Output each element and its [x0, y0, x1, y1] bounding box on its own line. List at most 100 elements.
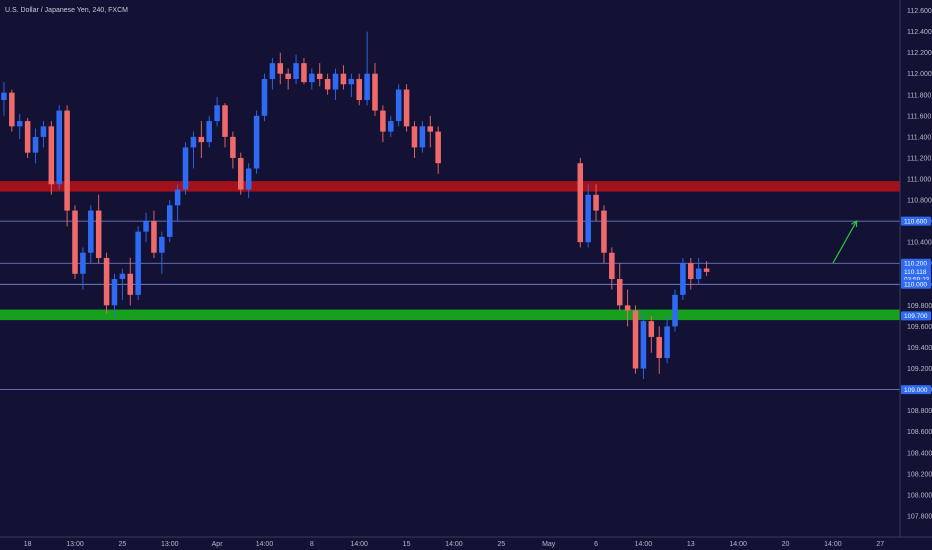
time-tick-label: Apr	[212, 541, 224, 548]
bull-candle	[309, 73, 315, 83]
price-badge-label: 109.000	[904, 387, 928, 394]
time-tick-label: 8	[310, 541, 314, 548]
bear-candle	[435, 131, 441, 164]
price-badge	[901, 216, 931, 226]
bull-candle	[261, 78, 268, 116]
bull-candle	[174, 189, 181, 206]
levels-layer	[0, 220, 900, 390]
bear-candle	[372, 73, 378, 111]
chart-title: U.S. Dollar / Japanese Yen, 240, FXCM	[5, 7, 128, 14]
trend-arrow-head	[851, 220, 858, 228]
bull-candle	[143, 221, 149, 232]
price-tick-label: 110.800	[907, 198, 932, 205]
bear-candle	[632, 310, 639, 369]
time-tick-label: 14:00	[256, 541, 274, 548]
bull-candle	[166, 205, 173, 237]
bear-candle	[222, 105, 228, 137]
bear-candle	[24, 121, 31, 153]
time-tick-label: 14:00	[445, 541, 463, 548]
bear-candle	[238, 157, 244, 190]
bull-candle	[395, 89, 402, 122]
time-tick-label: 14:00	[350, 541, 368, 548]
price-tick-label: 109.800	[907, 303, 932, 310]
bull-candle	[364, 73, 370, 101]
price-badge-label: 110.000	[904, 282, 927, 289]
zones-layer	[0, 181, 900, 321]
bear-candle	[277, 63, 284, 74]
price-badge	[901, 267, 931, 277]
bull-candle	[88, 210, 94, 253]
bull-candle	[245, 168, 252, 190]
price-tick-label: 111.600	[907, 113, 931, 120]
price-tick-label: 108.200	[907, 471, 932, 478]
bull-candle	[695, 268, 702, 280]
price-tick-label: 109.600	[907, 324, 932, 331]
price-badge-label: 110.600	[904, 218, 927, 225]
bear-candle	[703, 268, 710, 272]
bull-candle	[388, 121, 394, 132]
price-badge	[901, 258, 931, 268]
bear-candle	[656, 336, 662, 358]
price-badge	[901, 311, 931, 321]
time-tick-label: 15	[403, 541, 411, 548]
bear-candle	[427, 126, 434, 132]
price-badge-label: 110.118	[904, 269, 927, 276]
bear-candle	[601, 210, 607, 253]
bear-candle	[340, 73, 347, 85]
bear-candle	[356, 78, 362, 101]
arrow-layer	[832, 220, 858, 264]
bull-candle	[40, 126, 47, 137]
time-tick-label: 25	[497, 541, 505, 548]
bear-candle	[648, 321, 655, 337]
bull-candle	[119, 273, 126, 280]
time-tick-label: 13:00	[66, 541, 84, 548]
bull-candle	[135, 231, 141, 295]
time-axis[interactable]: 18 13:00 25 13:00 Apr 14:00 8 14:00 15 14:00 25 May…	[24, 541, 885, 548]
bull-candle	[32, 136, 39, 153]
bear-candle	[380, 110, 386, 132]
time-tick-label: 14:00	[729, 541, 747, 548]
bear-candle	[609, 252, 615, 280]
price-tick-label: 108.800	[907, 408, 932, 415]
support-zone	[0, 309, 900, 321]
bear-candle	[151, 221, 157, 253]
price-tick-label: 111.200	[907, 155, 931, 162]
price-tick-label: 111.400	[907, 134, 931, 141]
trend-arrow-shaft	[832, 220, 858, 264]
bear-candle	[72, 210, 78, 274]
bear-candle	[285, 73, 291, 79]
bull-candle	[182, 147, 189, 190]
bear-candle	[95, 210, 102, 258]
price-badges: 110.600110.200110.11803:59:23110.000109.…	[901, 216, 931, 395]
price-badge-label: 110.200	[904, 261, 927, 268]
price-tick-label: 111.000	[907, 177, 931, 184]
time-tick-label: 18	[24, 541, 32, 548]
price-tick-label: 108.000	[907, 492, 932, 499]
time-tick-label: May	[542, 541, 556, 548]
bear-candle	[301, 63, 307, 83]
bear-candle	[198, 136, 205, 143]
bear-candle	[324, 78, 331, 90]
bear-candle	[48, 126, 55, 185]
bear-candle	[624, 305, 631, 311]
time-tick-label: 25	[118, 541, 126, 548]
price-tick-label: 112.400	[907, 29, 932, 36]
bear-candle	[411, 126, 418, 148]
bull-candle	[664, 326, 670, 358]
price-tick-label: 108.600	[907, 429, 932, 436]
price-tick-label: 112.600	[907, 8, 932, 15]
candles-layer	[1, 31, 710, 380]
bull-candle	[419, 126, 426, 148]
bull-candle	[206, 121, 212, 143]
price-tick-label: 109.400	[907, 345, 932, 352]
price-tick-label: 109.200	[907, 366, 932, 373]
price-badge	[901, 385, 931, 395]
bull-candle	[585, 194, 591, 243]
resistance-zone	[0, 181, 900, 192]
bull-candle	[293, 63, 299, 79]
bull-candle	[159, 236, 165, 253]
price-tick-label: 111.800	[907, 92, 931, 99]
